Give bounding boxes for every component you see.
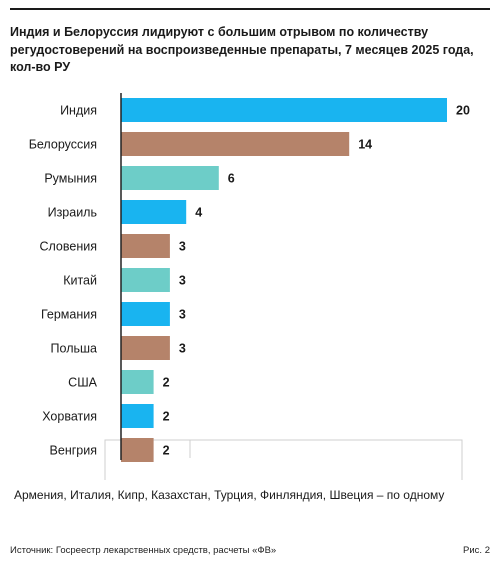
category-label: Индия [60,104,97,118]
category-label: Китай [63,274,97,288]
top-rule [10,8,490,10]
category-label: США [68,376,97,390]
value-label: 3 [179,240,186,254]
category-label: Венгрия [50,444,97,458]
source-note: Источник: Госреестр лекарственных средст… [10,545,277,556]
bar [121,370,154,394]
value-label: 14 [358,138,372,152]
bar [121,438,154,462]
value-label: 3 [179,342,186,356]
figure-label: Рис. 2 [463,545,490,556]
category-label: Белоруссия [29,138,97,152]
bar [121,234,170,258]
category-label: Румыния [44,172,97,186]
value-label: 2 [163,376,170,390]
chart-title: Индия и Белоруссия лидируют с большим от… [10,25,474,74]
bar [121,132,350,156]
category-label: Хорватия [42,410,97,424]
value-label: 3 [179,308,186,322]
category-label: Польша [51,342,97,356]
category-label: Германия [41,308,97,322]
bar-chart: Индия 20 Белоруссия 14 Румыния 6 Израиль 4 Слове… [29,93,470,480]
bar [121,268,170,292]
bar [121,200,187,224]
value-label: 2 [163,410,170,424]
bar [121,404,154,428]
value-label: 4 [195,206,202,220]
footnote: Армения, Италия, Кипр, Казахстан, Турция… [14,488,445,502]
bar [121,336,170,360]
value-label: 20 [456,104,470,118]
bar [121,98,447,122]
bar [121,166,219,190]
category-label: Словения [39,240,97,254]
value-label: 3 [179,274,186,288]
category-label: Израиль [48,206,97,220]
value-label: 2 [163,444,170,458]
footnote-box-outline [104,439,463,480]
value-label: 6 [228,172,235,186]
bar [121,302,170,326]
